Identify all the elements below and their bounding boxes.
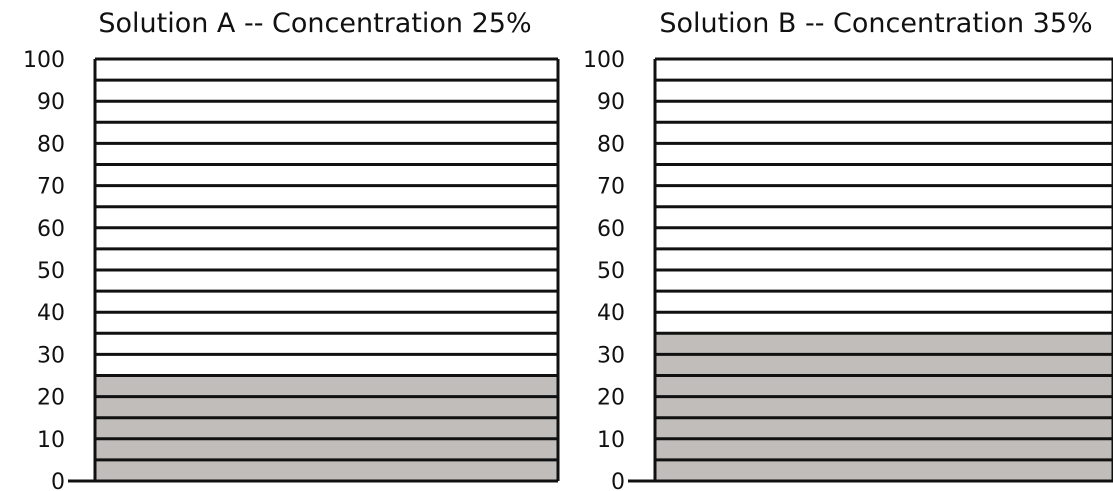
solution-b-chart: Solution B -- Concentration 35% 0 10 20 30 4…	[583, 8, 1113, 491]
solution-b-y-ticks: 0 10 20 30 40 50 60 70 80 90 100	[583, 48, 625, 491]
solution-b-tick-60: 60	[597, 217, 625, 242]
solution-a-tick-60: 60	[37, 217, 65, 242]
solution-a-axes	[68, 59, 560, 483]
solution-a-tick-0: 0	[51, 470, 65, 491]
solution-a-title: Solution A -- Concentration 25%	[98, 8, 531, 39]
solution-b-tick-10: 10	[597, 428, 625, 453]
solution-a-tick-80: 80	[37, 132, 65, 157]
solution-a-y-ticks: 0 10 20 30 40 50 60 70 80 90 100	[23, 48, 65, 491]
solution-a-gridlines	[95, 57, 558, 483]
solution-b-tick-50: 50	[597, 259, 625, 284]
solution-a-tick-20: 20	[37, 386, 65, 411]
solution-a-tick-30: 30	[37, 343, 65, 368]
solution-a-tick-40: 40	[37, 301, 65, 326]
solution-b-tick-100: 100	[583, 48, 625, 73]
solution-b-fill-bar	[655, 333, 1113, 481]
solution-b-tick-90: 90	[597, 90, 625, 115]
solution-b-axes	[628, 59, 1113, 483]
solution-b-tick-40: 40	[597, 301, 625, 326]
solution-a-tick-90: 90	[37, 90, 65, 115]
solution-a-fill-bar	[95, 375, 558, 481]
solution-b-title: Solution B -- Concentration 35%	[659, 8, 1092, 39]
solution-a-tick-50: 50	[37, 259, 65, 284]
solution-a-tick-10: 10	[37, 428, 65, 453]
solution-b-fill-layer	[655, 333, 1113, 481]
solution-b-tick-30: 30	[597, 343, 625, 368]
solution-a-chart: Solution A -- Concentration 25% 0 10 20 30 4…	[23, 8, 560, 491]
solution-b-tick-0: 0	[611, 470, 625, 491]
solution-b-tick-70: 70	[597, 175, 625, 200]
solution-a-tick-100: 100	[23, 48, 65, 73]
solution-a-fill-layer	[95, 375, 558, 481]
solution-b-tick-20: 20	[597, 386, 625, 411]
solution-b-gridlines	[655, 57, 1113, 483]
solution-b-tick-80: 80	[597, 132, 625, 157]
solution-a-tick-70: 70	[37, 175, 65, 200]
